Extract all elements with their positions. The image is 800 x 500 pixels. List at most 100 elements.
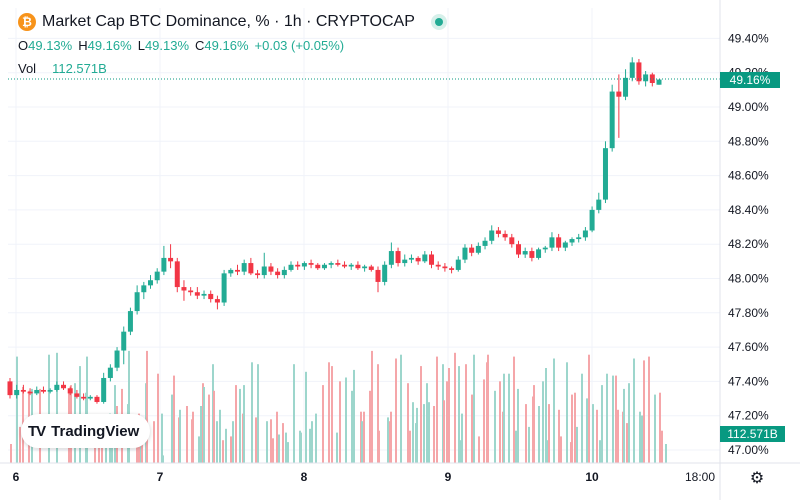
candle-body [569, 239, 575, 243]
volume-bar [315, 413, 317, 463]
volume-bar [300, 432, 302, 463]
candle-body [348, 264, 354, 267]
tradingview-logo[interactable]: TV TradingView [21, 414, 150, 448]
candle-body [395, 251, 401, 264]
candle-body [623, 77, 629, 97]
candle-body [315, 264, 321, 269]
candle-body [656, 79, 662, 85]
volume-bar [661, 430, 663, 463]
candle-body [134, 292, 140, 312]
candle-body [67, 388, 73, 394]
candle-body [308, 263, 314, 265]
candle-body [515, 244, 521, 255]
candle-body [7, 381, 13, 396]
candle-body [455, 259, 461, 270]
high-label: H [78, 38, 88, 53]
volume-bar [581, 373, 583, 463]
chart-header: ₿ Market Cap BTC Dominance, % · 1h · CRY… [18, 13, 447, 31]
volume-bar [353, 369, 355, 463]
candle-body [449, 268, 455, 270]
volume-legend: Vol 112.571B [18, 61, 107, 76]
volume-bar [528, 426, 530, 463]
candle-body [328, 263, 334, 265]
volume-bar [136, 436, 138, 463]
volume-bar [446, 381, 448, 463]
volume-bar [161, 413, 163, 463]
volume-bar [219, 409, 221, 463]
volume-bar [592, 404, 594, 463]
candle-body [388, 251, 394, 265]
candle-body [214, 299, 220, 303]
volume-bar [336, 432, 338, 463]
candle-body [181, 287, 187, 291]
volume-bar [222, 440, 224, 463]
volume-bar [309, 428, 311, 463]
volume-bar [615, 375, 617, 463]
candle-body [321, 264, 327, 269]
volume-bar [378, 430, 380, 463]
candle-body [429, 254, 435, 265]
candle-body [362, 266, 368, 269]
volume-bar [545, 368, 547, 463]
candle-body [275, 271, 281, 276]
candle-body [589, 209, 595, 231]
last-volume-badge: 112.571B [720, 426, 785, 442]
volume-bar [487, 354, 489, 463]
candle-body [27, 391, 33, 394]
volume-bar [428, 402, 430, 463]
volume-bar [426, 383, 428, 463]
volume-bar [473, 354, 475, 463]
y-tick-label: 47.80% [728, 306, 769, 320]
candle-body [201, 293, 207, 296]
volume-bar [420, 366, 422, 463]
candle-body [234, 269, 240, 272]
volume-bar [599, 440, 601, 463]
candle-body [228, 269, 234, 274]
volume-bar [243, 385, 245, 463]
volume-bar [659, 392, 661, 463]
volume-bar [235, 385, 237, 463]
volume-bar [200, 406, 202, 463]
volume-bars [10, 350, 667, 463]
volume-bar [153, 421, 155, 463]
candle-body [101, 377, 107, 402]
volume-bar [458, 366, 460, 463]
candle-body [40, 389, 46, 392]
volume-bar [390, 411, 392, 463]
volume-bar [533, 385, 535, 463]
volume-bar [305, 371, 307, 463]
last-price-badge: 49.16% [720, 72, 780, 88]
close-label: C [195, 38, 205, 53]
open-value: 49.13% [28, 38, 73, 53]
candle-body [47, 389, 53, 392]
market-status-icon[interactable] [430, 14, 447, 30]
volume-bar [331, 366, 333, 463]
candle-body [20, 389, 26, 392]
ohlc-legend: O49.13% H49.16% L49.13% C49.16% +0.03 (+0.05… [18, 38, 350, 53]
volume-value: 112.571B [52, 61, 107, 76]
volume-bar [478, 436, 480, 463]
candle-body [375, 269, 381, 282]
candle-body [94, 396, 100, 402]
candle-body [148, 280, 154, 286]
volume-bar [448, 368, 450, 463]
candle-body [616, 91, 622, 97]
y-tick-label: 47.40% [728, 374, 769, 388]
volume-bar [48, 354, 50, 463]
volume-bar [272, 438, 274, 463]
candle-body [194, 292, 200, 296]
y-tick-label: 48.80% [728, 134, 769, 148]
volume-bar [128, 350, 130, 463]
volume-bar [186, 406, 188, 463]
volume-bar [416, 407, 418, 463]
candle-body [542, 247, 548, 250]
volume-bar [633, 358, 635, 463]
chart-title[interactable]: Market Cap BTC Dominance, % · 1h · CRYPT… [42, 13, 415, 30]
settings-gear-icon[interactable]: ⚙ [749, 468, 765, 487]
volume-bar [371, 350, 373, 463]
volume-bar [433, 406, 435, 463]
volume-bar [639, 411, 641, 463]
candle-body [596, 199, 602, 210]
candle-body [482, 240, 488, 246]
